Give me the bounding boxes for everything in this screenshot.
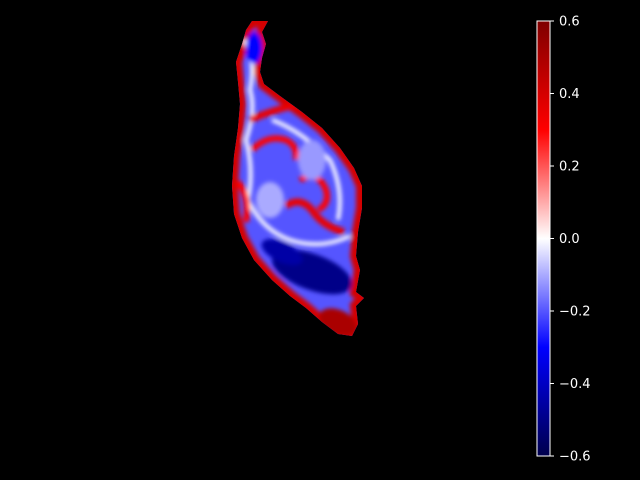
colorbar: 0.6 0.4 0.2 0.0 −0.2 −0.4 −0.6 xyxy=(536,15,591,465)
colorbar-ticks: 0.6 0.4 0.2 0.0 −0.2 −0.4 −0.6 xyxy=(550,15,591,465)
colorbar-tick-label: 0.6 xyxy=(559,15,580,30)
colorbar-tick-label: −0.2 xyxy=(559,305,591,320)
light-blue-patch-2 xyxy=(256,182,284,218)
stem-blue xyxy=(246,32,262,64)
heatmap-image xyxy=(232,21,364,336)
colorbar-tick-label: −0.4 xyxy=(559,377,591,392)
colorbar-tick-label: 0.0 xyxy=(559,232,580,247)
inner-white-line-2 xyxy=(271,118,342,221)
ridge-left-lower xyxy=(235,180,250,223)
lower-blue-core-2 xyxy=(261,239,303,265)
ridge-left xyxy=(249,135,300,161)
colorbar-tick-label: −0.6 xyxy=(559,450,591,465)
colorbar-tick-label: 0.2 xyxy=(559,160,580,175)
light-blue-patch-1 xyxy=(298,140,326,180)
inner-white-line-1 xyxy=(242,38,351,247)
ridge-mid xyxy=(283,198,345,236)
colorbar-tick-label: 0.4 xyxy=(559,87,580,102)
colorbar-gradient xyxy=(536,20,551,457)
